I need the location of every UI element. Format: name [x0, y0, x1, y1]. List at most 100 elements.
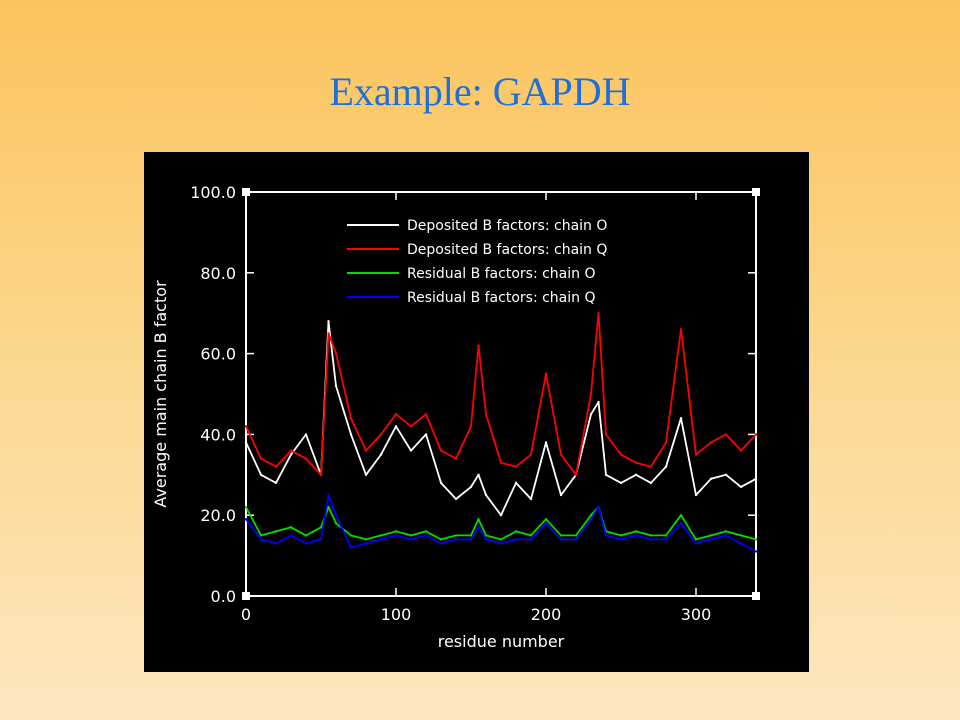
- legend-label: Deposited B factors: chain Q: [407, 242, 607, 258]
- data-point: [604, 473, 608, 476]
- data-point: [499, 514, 503, 517]
- data-point: [289, 534, 293, 537]
- legend-label: Deposited B factors: chain O: [407, 218, 607, 234]
- data-point: [259, 538, 263, 541]
- data-point: [634, 534, 638, 537]
- data-point: [484, 413, 488, 416]
- frame-corner-marker: [752, 592, 760, 600]
- data-point: [469, 538, 473, 541]
- data-point: [679, 522, 683, 525]
- data-point: [619, 538, 623, 541]
- legend-label: Residual B factors: chain O: [407, 266, 596, 282]
- data-point: [597, 400, 600, 404]
- data-point: [319, 538, 323, 541]
- data-point: [349, 546, 353, 549]
- data-point: [574, 534, 578, 537]
- data-point: [634, 473, 638, 476]
- series-group: [244, 312, 758, 476]
- data-point: [394, 530, 398, 533]
- data-point: [679, 514, 683, 517]
- data-point: [394, 413, 398, 416]
- data-point: [274, 481, 278, 485]
- data-point: [544, 372, 548, 375]
- data-point: [559, 534, 563, 537]
- data-point: [754, 477, 758, 481]
- data-point: [454, 538, 458, 541]
- data-point: [544, 518, 548, 521]
- series-line: [245, 506, 757, 541]
- data-point: [499, 461, 503, 464]
- data-point: [544, 441, 548, 444]
- data-point: [694, 453, 698, 456]
- data-point: [289, 526, 293, 529]
- x-tick-label: 0: [241, 605, 251, 624]
- data-point: [409, 425, 413, 428]
- data-point: [664, 538, 668, 541]
- data-point: [454, 457, 458, 460]
- data-point: [304, 457, 308, 460]
- data-point: [244, 425, 248, 428]
- data-point: [259, 473, 263, 476]
- x-axis-label: residue number: [438, 632, 565, 651]
- data-point: [484, 534, 488, 537]
- data-point: [394, 425, 398, 428]
- data-point: [664, 441, 668, 444]
- data-point: [379, 534, 383, 537]
- plot-frame: [245, 191, 757, 597]
- data-point: [529, 453, 533, 456]
- chart-panel: 0.0 20.0 40.0 60.0 80.0 100.0 0 100 200 300 Depos…: [144, 152, 809, 672]
- data-point: [724, 473, 728, 476]
- data-point: [349, 433, 353, 436]
- data-point: [589, 392, 593, 396]
- y-tick-label: 80.0: [200, 264, 236, 283]
- data-point: [499, 542, 503, 545]
- data-point: [327, 320, 330, 323]
- data-point: [529, 538, 533, 541]
- data-point: [424, 534, 428, 537]
- data-point: [634, 461, 638, 464]
- data-point: [327, 332, 330, 335]
- data-point: [649, 534, 653, 537]
- data-point: [327, 493, 330, 497]
- data-point: [409, 534, 413, 537]
- data-point: [709, 441, 713, 444]
- data-point: [544, 522, 548, 525]
- data-point: [477, 526, 480, 529]
- data-point: [259, 534, 263, 537]
- frame-corner-marker: [242, 592, 250, 600]
- data-point: [379, 538, 383, 541]
- data-point: [664, 465, 668, 468]
- data-point: [477, 473, 480, 476]
- data-point: [709, 534, 713, 537]
- y-tick-label: 60.0: [200, 345, 236, 364]
- data-point: [439, 449, 443, 452]
- data-point: [244, 505, 248, 509]
- data-point: [604, 534, 608, 537]
- data-point: [634, 530, 638, 533]
- data-point: [709, 538, 713, 541]
- y-axis-label: Average main chain B factor: [151, 280, 170, 508]
- data-point: [469, 425, 473, 428]
- data-point: [454, 497, 458, 501]
- data-point: [754, 550, 758, 553]
- data-point: [364, 473, 368, 476]
- series-line: [245, 312, 757, 476]
- data-point: [274, 542, 278, 545]
- data-point: [597, 505, 600, 509]
- data-point: [574, 473, 578, 476]
- data-point: [739, 449, 743, 452]
- data-point: [244, 441, 248, 444]
- y-tick-label: 20.0: [200, 506, 236, 525]
- data-point: [244, 518, 248, 521]
- y-tick-label: 0.0: [211, 587, 236, 606]
- data-point: [424, 433, 428, 436]
- data-point: [274, 465, 278, 468]
- series-group: [244, 505, 758, 541]
- data-point: [619, 534, 623, 537]
- data-point: [559, 453, 563, 456]
- frame-corner-marker: [242, 188, 250, 196]
- data-point: [597, 312, 600, 315]
- data-point: [559, 538, 563, 541]
- data-point: [514, 530, 518, 533]
- data-point: [529, 497, 533, 501]
